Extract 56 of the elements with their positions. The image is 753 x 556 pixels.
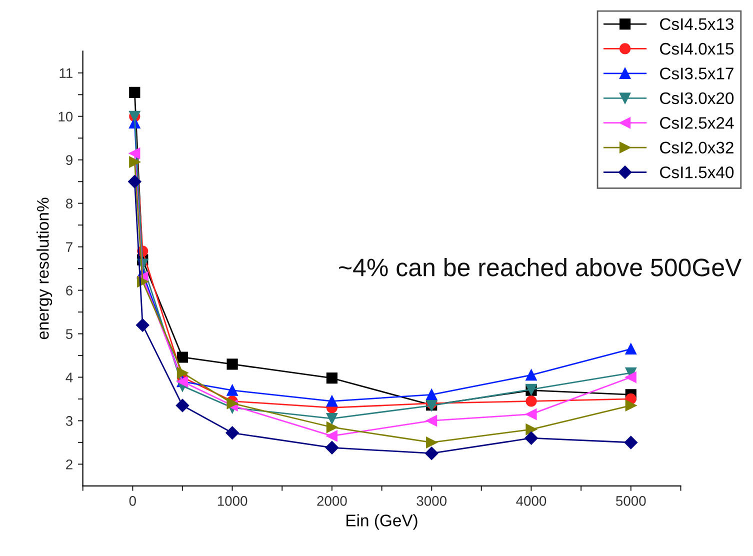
- y-tick-label: 4: [66, 372, 73, 382]
- y-tick-label: 3: [66, 416, 72, 426]
- legend-label: CsI1.5x40: [660, 166, 734, 178]
- legend-label: CsI3.5x17: [660, 68, 734, 80]
- legend-label: CsI2.5x24: [660, 117, 734, 129]
- x-tick-label: 4000: [516, 496, 546, 506]
- x-tick-label: 5000: [616, 496, 646, 506]
- point: [526, 408, 537, 420]
- legend-label: CsI2.0x32: [660, 142, 734, 154]
- y-tick-label: 6: [66, 286, 72, 296]
- point: [226, 426, 239, 440]
- point: [226, 384, 238, 396]
- x-tick-label: 2000: [317, 496, 347, 506]
- legend-label: CsI4.0x15: [660, 42, 734, 55]
- point: [624, 436, 638, 450]
- point: [426, 415, 438, 426]
- point: [129, 86, 140, 98]
- point: [128, 175, 142, 188]
- y-tick-label: 9: [66, 155, 72, 166]
- legend-label: CsI4.5x13: [660, 18, 734, 30]
- y-tick-label: 11: [60, 68, 72, 78]
- y-tick-label: 8: [66, 198, 73, 208]
- point: [176, 398, 190, 412]
- x-tick-label: 1000: [218, 496, 248, 506]
- point: [625, 372, 636, 383]
- point: [526, 396, 537, 407]
- point: [526, 370, 537, 381]
- point: [426, 436, 438, 448]
- point: [326, 412, 338, 424]
- legend-label: CsI3.0x20: [660, 92, 734, 104]
- point: [326, 422, 338, 433]
- annotation: ~4% can be reached above 500GeV: [339, 258, 742, 276]
- point: [129, 148, 140, 159]
- y-tick-label: 5: [66, 329, 73, 339]
- point: [425, 446, 438, 460]
- y-tick-label: 10: [58, 112, 73, 122]
- point: [326, 396, 338, 407]
- point: [426, 389, 438, 400]
- point: [176, 367, 188, 378]
- point: [326, 430, 338, 442]
- point: [129, 156, 140, 168]
- point: [326, 372, 338, 384]
- point: [226, 358, 238, 370]
- y-tick-label: 2: [66, 460, 72, 470]
- x-tick-label: 0: [129, 496, 136, 506]
- y-axis-title: energy resolution%: [36, 198, 52, 340]
- x-tick-label: 3000: [416, 496, 446, 506]
- point: [176, 352, 188, 363]
- y-tick-label: 7: [66, 242, 72, 252]
- point: [625, 400, 636, 412]
- point: [524, 432, 538, 445]
- x-axis-title: Ein (GeV): [346, 514, 418, 530]
- point: [526, 424, 537, 435]
- point: [625, 343, 636, 355]
- point: [136, 318, 150, 332]
- point: [325, 441, 339, 454]
